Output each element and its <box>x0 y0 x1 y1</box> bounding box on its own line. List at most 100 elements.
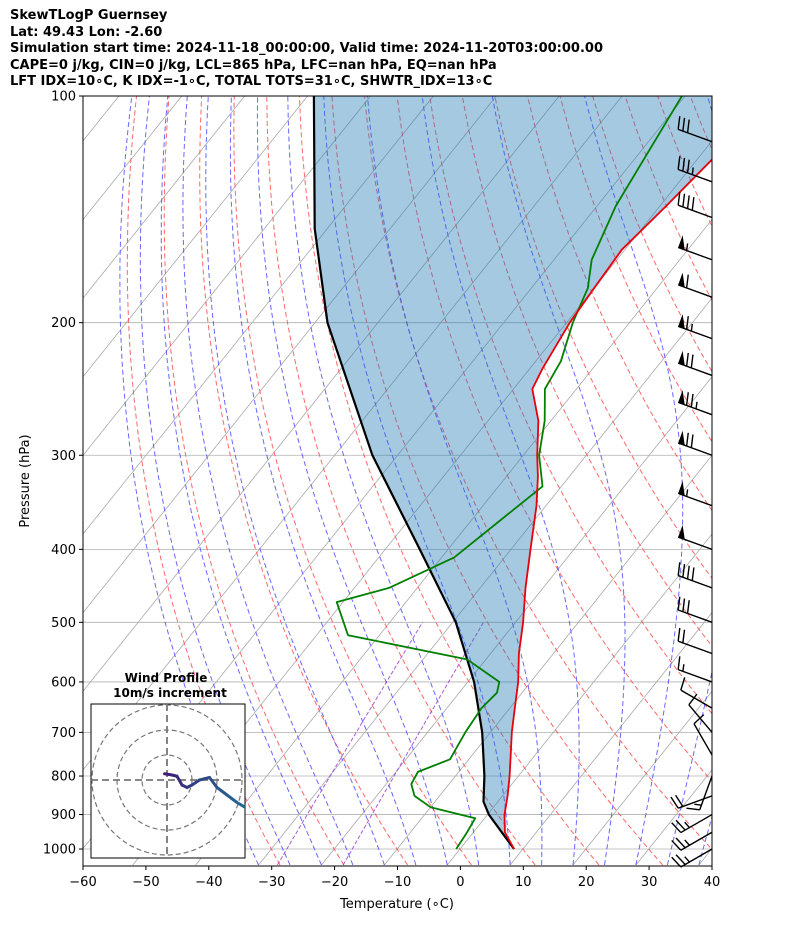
wind-barb <box>670 794 713 809</box>
y-tick-label: 900 <box>51 808 76 823</box>
wind-barb <box>671 848 713 868</box>
mixing-ratio-line <box>342 622 484 866</box>
y-tick-label: 400 <box>51 543 76 558</box>
dry-adiabat <box>298 96 600 866</box>
x-tick-label: 10 <box>515 875 532 890</box>
hodograph-trace-segment <box>175 774 184 787</box>
hodograph-plot <box>91 704 245 858</box>
moist-adiabat <box>160 96 322 866</box>
wind-barb <box>693 714 713 756</box>
moist-adiabat <box>182 96 354 866</box>
moist-adiabat <box>256 96 448 866</box>
location-line: Lat: 49.43 Lon: -2.60 <box>10 24 163 40</box>
moist-adiabat <box>229 96 417 866</box>
parcel-profile-line <box>312 96 515 850</box>
wind-barb <box>686 775 713 811</box>
moist-adiabat <box>491 96 626 866</box>
dry-adiabat <box>199 96 409 866</box>
moist-adiabat <box>287 96 480 866</box>
x-tick-label: −50 <box>132 875 159 890</box>
dry-adiabat <box>266 96 536 866</box>
dry-adiabat <box>233 96 472 866</box>
indices-line-1: CAPE=0 j/kg, CIN=0 j/kg, LCL=865 hPa, LF… <box>10 57 497 73</box>
wind-barb <box>677 156 713 183</box>
y-tick-label: 200 <box>51 316 76 331</box>
x-tick-label: 30 <box>641 875 658 890</box>
hodograph-frame <box>90 703 246 859</box>
wind-barb <box>677 314 713 340</box>
x-tick-label: −20 <box>321 875 348 890</box>
hodograph-trace-segment <box>190 778 201 787</box>
hodograph-trace-segment <box>215 786 229 797</box>
indices-line-2: LFT IDX=10∘C, K IDX=-1∘C, TOTAL TOTS=31∘… <box>10 74 493 89</box>
wind-barbs <box>670 116 713 868</box>
x-tick-label: −40 <box>195 875 222 890</box>
hodograph-title: Wind Profile <box>125 671 208 685</box>
isotherm-line <box>258 297 712 866</box>
isotherm-line <box>83 96 560 692</box>
dewpoint-line <box>335 96 683 850</box>
isotherm-line <box>83 96 371 457</box>
isotherm-line <box>509 611 712 866</box>
wind-barb <box>680 677 713 709</box>
wind-barb <box>677 524 713 551</box>
isotherm-line <box>762 96 794 865</box>
y-tick-label: 600 <box>51 675 76 690</box>
dry-adiabat <box>364 96 712 851</box>
cape-cin-shading <box>313 96 712 849</box>
wind-barb <box>677 350 713 377</box>
isotherm-line <box>83 96 308 378</box>
wind-barb <box>677 235 713 261</box>
hodograph-trace-segment <box>225 793 239 804</box>
mixing-ratio-line <box>276 622 423 866</box>
dry-adiabat <box>657 96 712 228</box>
dry-adiabat <box>689 96 712 151</box>
wind-barb <box>671 831 713 851</box>
x-tick-label: −60 <box>69 875 96 890</box>
dry-adiabat <box>126 96 281 866</box>
moist-adiabat <box>367 96 543 865</box>
moist-adiabat <box>698 814 712 866</box>
x-axis-label: Temperature (∘C) <box>339 897 454 912</box>
isotherm-line <box>83 96 246 299</box>
hodograph-trace-segment <box>235 801 245 810</box>
dry-adiabat <box>461 96 712 647</box>
wind-barb <box>677 191 713 219</box>
dry-adiabat <box>163 96 345 866</box>
dry-adiabat <box>723 96 794 865</box>
wind-barb <box>671 813 713 834</box>
isotherm-line <box>446 533 712 866</box>
isotherm-line <box>572 690 712 866</box>
y-tick-label: 500 <box>51 616 76 631</box>
wind-barb <box>677 390 713 416</box>
wind-barb <box>677 596 713 623</box>
chart-title: SkewTLogP Guernsey <box>10 8 168 23</box>
isotherm-line <box>83 96 497 614</box>
y-tick-label: 700 <box>51 726 76 741</box>
plot-area <box>83 96 794 866</box>
wind-barb <box>677 656 713 683</box>
x-tick-label: 0 <box>456 875 464 890</box>
y-tick-label: 800 <box>51 770 76 785</box>
hodograph <box>90 703 246 859</box>
time-line: Simulation start time: 2024-11-18_00:00:… <box>10 41 603 56</box>
isotherm-line <box>321 376 712 866</box>
wind-barb <box>677 481 713 507</box>
temperature-line <box>503 158 712 850</box>
moist-adiabat <box>584 96 684 866</box>
wind-barb <box>677 272 713 298</box>
wind-barb <box>688 693 713 733</box>
hodograph-subtitle: 10m/s increment <box>113 686 227 700</box>
x-tick-label: −10 <box>384 875 411 890</box>
y-tick-label: 100 <box>51 90 76 105</box>
moist-adiabat <box>323 96 511 865</box>
x-tick-label: 20 <box>578 875 595 890</box>
y-tick-label: 1000 <box>43 843 76 858</box>
x-tick-label: −30 <box>258 875 285 890</box>
dry-adiabat <box>526 96 712 512</box>
dry-adiabat <box>396 96 712 783</box>
dry-adiabat <box>429 96 712 715</box>
wind-barb <box>677 562 713 589</box>
